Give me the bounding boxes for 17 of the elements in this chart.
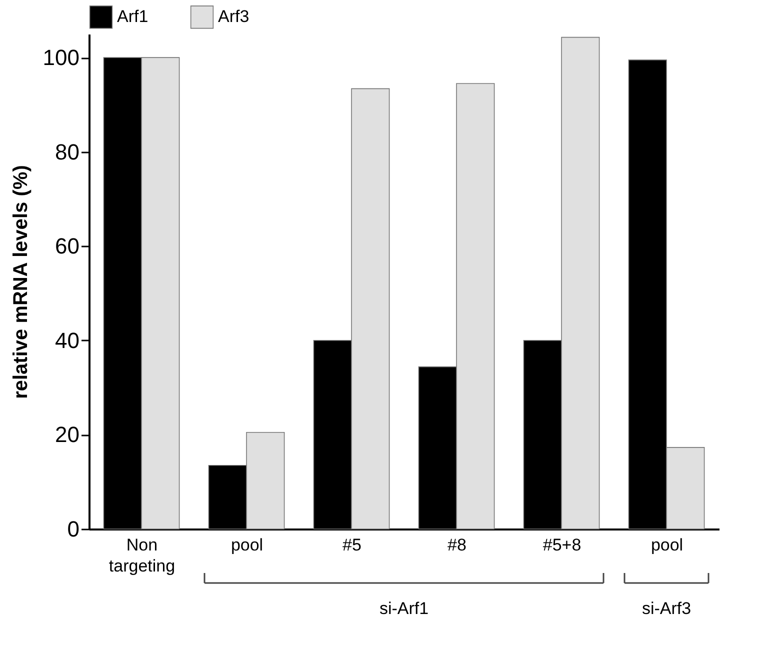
y-tick-label: 100 (42, 45, 80, 70)
y-tick-label: 60 (55, 234, 80, 259)
legend-label: Arf1 (117, 7, 148, 26)
text: si-Arf1 (379, 599, 429, 618)
x-tick-label: #5+8 (542, 536, 582, 554)
y-axis-title: relative mRNA levels (%) (10, 165, 32, 399)
legend-label: Arf3 (218, 7, 250, 26)
y-tick-label: 40 (55, 328, 80, 353)
y-tick-label: 20 (55, 422, 80, 448)
x-tick-label: #8 (448, 536, 466, 554)
x-tick-label: Non targeting (108, 536, 176, 576)
text: si-Arf3 (642, 599, 692, 618)
x-tick-label: pool (650, 536, 684, 554)
y-tick-label: 80 (55, 139, 80, 164)
x-tick-label: #5 (342, 536, 362, 554)
x-tick-label: pool (230, 536, 264, 554)
y-tick-label: 0 (67, 516, 80, 542)
